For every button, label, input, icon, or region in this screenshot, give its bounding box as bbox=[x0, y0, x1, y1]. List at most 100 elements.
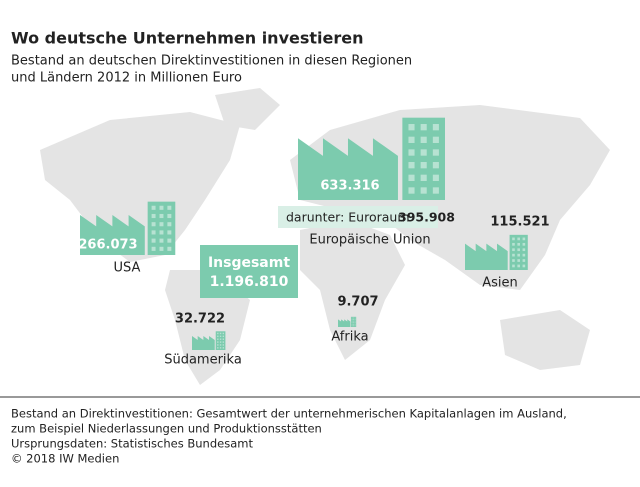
window bbox=[167, 246, 172, 251]
window bbox=[219, 338, 222, 340]
window bbox=[354, 317, 356, 319]
window bbox=[420, 174, 427, 182]
factory bbox=[192, 331, 226, 350]
window bbox=[420, 124, 427, 131]
window bbox=[217, 344, 219, 346]
window bbox=[408, 174, 415, 182]
window bbox=[522, 259, 526, 262]
window bbox=[512, 264, 515, 268]
window bbox=[408, 162, 415, 169]
window bbox=[353, 319, 354, 320]
window bbox=[167, 213, 172, 219]
window bbox=[159, 222, 164, 227]
window bbox=[517, 242, 520, 246]
window bbox=[512, 237, 515, 241]
window bbox=[408, 124, 415, 131]
window bbox=[222, 347, 225, 349]
window bbox=[351, 319, 353, 320]
window bbox=[522, 248, 526, 252]
window bbox=[351, 322, 353, 324]
window bbox=[522, 237, 526, 241]
window bbox=[420, 187, 427, 194]
window bbox=[159, 246, 164, 251]
total-label: Insgesamt bbox=[208, 255, 290, 271]
window bbox=[222, 335, 225, 338]
window bbox=[159, 238, 164, 243]
window bbox=[167, 230, 172, 235]
region-label: Asien bbox=[482, 276, 518, 291]
value-label: 633.316 bbox=[320, 179, 379, 194]
value-label: 32.722 bbox=[175, 312, 225, 327]
note: Ursprungsdaten: Statistisches Bundesamt bbox=[11, 437, 253, 451]
window bbox=[219, 332, 222, 335]
region-label: Afrika bbox=[331, 330, 368, 345]
window bbox=[432, 149, 439, 156]
region-label: USA bbox=[114, 261, 141, 276]
window bbox=[353, 325, 354, 327]
subset-label: darunter: Euroraum bbox=[286, 210, 410, 225]
window bbox=[512, 248, 515, 252]
window bbox=[354, 323, 356, 325]
window bbox=[512, 253, 515, 257]
window bbox=[522, 253, 526, 257]
window bbox=[353, 323, 354, 325]
window bbox=[351, 323, 353, 325]
region-label: Europäische Union bbox=[309, 233, 430, 248]
subset-box bbox=[278, 206, 438, 228]
subtitle: und Ländern 2012 in Millionen Euro bbox=[11, 71, 242, 86]
window bbox=[517, 253, 520, 257]
total-box bbox=[200, 245, 298, 298]
window bbox=[151, 213, 156, 219]
factory-tower bbox=[215, 331, 226, 350]
window bbox=[517, 237, 520, 241]
window bbox=[522, 264, 526, 268]
window bbox=[408, 187, 415, 194]
window bbox=[217, 341, 219, 343]
factory-tower bbox=[147, 201, 176, 255]
window bbox=[217, 335, 219, 338]
window bbox=[432, 124, 439, 131]
window bbox=[351, 320, 353, 322]
window bbox=[353, 322, 354, 324]
window bbox=[222, 341, 225, 343]
window bbox=[353, 317, 354, 319]
window bbox=[420, 162, 427, 169]
region-label: Südamerika bbox=[164, 353, 242, 368]
note: Bestand an Direktinvestitionen: Gesamtwe… bbox=[11, 407, 567, 421]
window bbox=[217, 338, 219, 340]
factory-hall bbox=[465, 243, 508, 270]
factory bbox=[298, 117, 445, 200]
window bbox=[408, 136, 415, 144]
window bbox=[353, 320, 354, 322]
title: Wo deutsche Unternehmen investieren bbox=[11, 29, 364, 48]
window bbox=[151, 230, 156, 235]
window bbox=[151, 205, 156, 210]
factory bbox=[338, 316, 357, 327]
window bbox=[432, 174, 439, 182]
window bbox=[517, 259, 520, 262]
window bbox=[517, 264, 520, 268]
factory-hall bbox=[192, 335, 215, 350]
note: zum Beispiel Niederlassungen und Produkt… bbox=[11, 422, 322, 436]
window bbox=[151, 222, 156, 227]
note: © 2018 IW Medien bbox=[11, 452, 119, 466]
factory-hall bbox=[298, 138, 398, 200]
window bbox=[167, 238, 172, 243]
window bbox=[222, 332, 225, 335]
window bbox=[159, 230, 164, 235]
window bbox=[420, 136, 427, 144]
window bbox=[420, 149, 427, 156]
window bbox=[151, 246, 156, 251]
window bbox=[432, 136, 439, 144]
value-label: 115.521 bbox=[490, 215, 549, 230]
window bbox=[167, 205, 172, 210]
window bbox=[217, 332, 219, 335]
window bbox=[219, 347, 222, 349]
window bbox=[159, 205, 164, 210]
window bbox=[167, 222, 172, 227]
factory-hall bbox=[80, 214, 145, 255]
factory bbox=[80, 201, 176, 255]
window bbox=[151, 238, 156, 243]
subset-value: 395.908 bbox=[398, 210, 455, 225]
